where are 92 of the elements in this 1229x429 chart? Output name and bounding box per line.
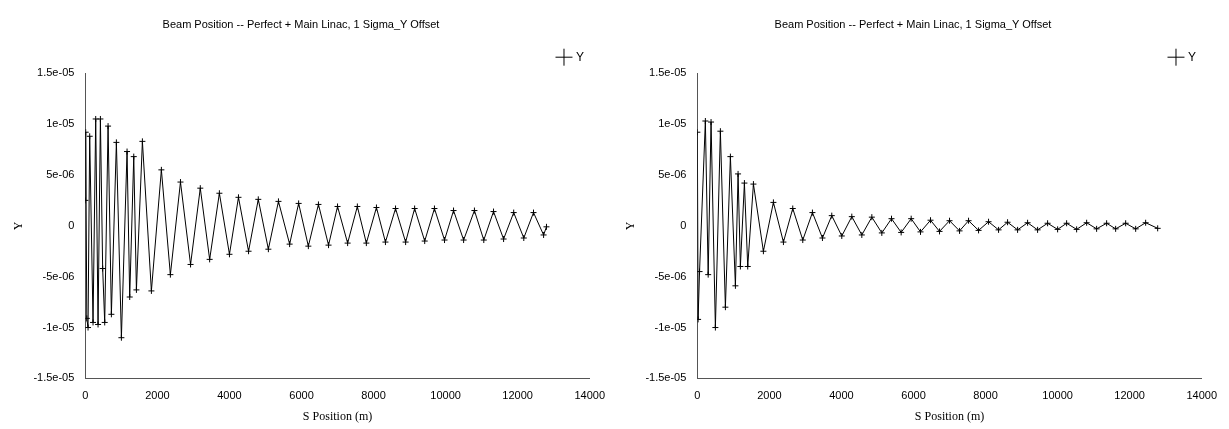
point — [726, 153, 734, 161]
point — [721, 303, 729, 311]
point — [995, 226, 1003, 234]
point — [716, 127, 724, 135]
x-tick-label: 6000 — [289, 389, 314, 402]
point — [985, 218, 993, 226]
x-tick-label: 8000 — [973, 389, 998, 402]
point — [927, 216, 935, 224]
point — [848, 213, 856, 221]
point — [789, 205, 797, 213]
x-tick-label: 14000 — [574, 389, 605, 402]
x-tick-label: 0 — [82, 389, 89, 402]
point — [1122, 219, 1130, 227]
point — [868, 213, 876, 221]
point — [838, 232, 846, 240]
x-tick-label: 14000 — [1186, 389, 1217, 402]
x-tick-label: 4000 — [217, 389, 242, 402]
y-tick-label: 0 — [68, 218, 75, 231]
point — [808, 209, 816, 217]
point — [1024, 219, 1032, 227]
point — [1093, 225, 1101, 233]
point — [736, 262, 744, 270]
x-tick-label: 10000 — [430, 389, 461, 402]
point — [731, 282, 739, 290]
point — [707, 118, 715, 126]
x-axis-title: S Position (m) — [914, 408, 985, 423]
y-tick-label: 5e-06 — [46, 167, 75, 180]
point — [697, 268, 704, 276]
point — [936, 227, 944, 235]
point — [818, 234, 826, 242]
point — [769, 198, 777, 206]
x-tick-label: 0 — [694, 389, 701, 402]
x-tick-label: 12000 — [502, 389, 533, 402]
point — [799, 236, 807, 244]
point — [759, 247, 767, 255]
point — [740, 179, 748, 187]
x-tick-label: 6000 — [901, 389, 926, 402]
x-tick-label: 8000 — [361, 389, 386, 402]
point — [779, 238, 787, 246]
point — [1142, 219, 1150, 227]
point — [917, 228, 924, 236]
point — [1054, 225, 1062, 233]
chart-title: Beam Position -- Perfect + Main Linac, 1 Sigma_Y Offset — [774, 17, 1052, 30]
x-tick-label: 2000 — [145, 389, 170, 402]
y-tick-label: 5e-06 — [658, 167, 687, 180]
legend-label: Y — [1188, 49, 1197, 64]
chart-title: Beam Position -- Perfect + Main Linac, 1 Sigma_Y Offset — [162, 17, 440, 30]
point — [744, 262, 752, 270]
y-tick-label: -1e-05 — [42, 320, 75, 333]
y-tick-label: 1e-05 — [658, 117, 687, 130]
point — [1063, 219, 1071, 227]
y-tick-label: -5e-06 — [654, 269, 687, 282]
point — [828, 212, 836, 220]
x-tick-label: 10000 — [1042, 389, 1073, 402]
y-tick-label: 1.5e-05 — [37, 66, 75, 79]
point — [975, 226, 983, 234]
point — [878, 229, 886, 237]
y-axis-title: Y — [623, 221, 638, 231]
point — [1034, 226, 1042, 234]
point — [704, 271, 712, 279]
y-tick-label: 1e-05 — [46, 117, 75, 130]
point — [1004, 218, 1012, 226]
point — [1103, 219, 1111, 227]
point — [701, 117, 709, 125]
y-axis-title: Y — [11, 221, 26, 231]
point — [734, 170, 742, 178]
y-tick-label: -1e-05 — [654, 320, 687, 333]
point — [1044, 219, 1052, 227]
y-tick-label: -1.5e-05 — [33, 371, 75, 384]
point — [965, 217, 973, 225]
x-tick-label: 4000 — [829, 389, 854, 402]
point — [1083, 219, 1091, 227]
point — [858, 231, 866, 239]
point — [888, 215, 895, 223]
x-tick-label: 2000 — [757, 389, 782, 402]
point — [907, 215, 915, 223]
y-tick-label: 1.5e-05 — [649, 66, 687, 79]
point — [1112, 225, 1120, 233]
x-tick-label: 12000 — [1114, 389, 1145, 402]
y-tick-label: -5e-06 — [42, 269, 75, 282]
point — [897, 228, 905, 236]
point — [749, 180, 757, 188]
x-axis-title: S Position (m) — [302, 408, 373, 423]
point — [1073, 225, 1081, 233]
legend-label: Y — [576, 49, 585, 64]
point — [946, 217, 954, 225]
y-tick-label: 0 — [680, 218, 687, 231]
point — [711, 324, 719, 332]
y-tick-label: -1.5e-05 — [645, 371, 687, 384]
point — [1014, 226, 1022, 234]
point — [956, 227, 964, 235]
point — [1132, 225, 1140, 233]
